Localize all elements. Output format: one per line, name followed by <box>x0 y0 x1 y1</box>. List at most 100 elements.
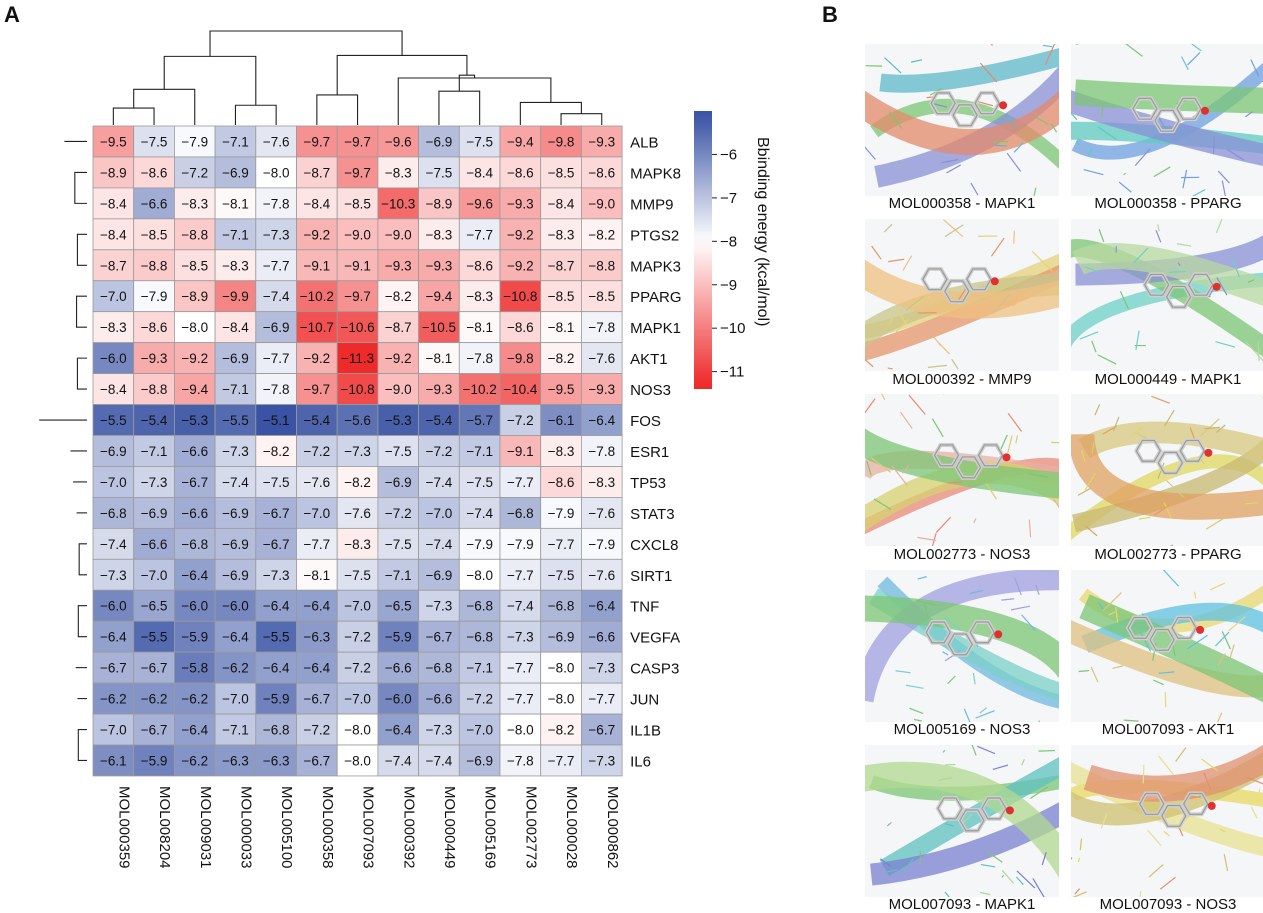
cell-value-label: −7.2 <box>385 506 412 521</box>
colorbar-tick-label: −10 <box>720 320 745 337</box>
cell-value-label: −7.4 <box>263 289 290 304</box>
cell-value-label: −9.2 <box>181 351 208 366</box>
cell-value-label: −8.0 <box>263 165 290 180</box>
cell-value-label: −6.7 <box>263 506 290 521</box>
cell-value-label: −7.9 <box>141 289 168 304</box>
cell-value-label: −6.1 <box>548 413 575 428</box>
dendrogram-branch <box>79 544 87 575</box>
colorbar-gradient <box>694 111 712 389</box>
cell-value-label: −8.3 <box>344 537 371 552</box>
cell-value-label: −9.7 <box>304 134 331 149</box>
cell-value-label: −8.1 <box>222 196 249 211</box>
cell-value-label: −8.5 <box>548 165 575 180</box>
cell-value-label: −6.3 <box>263 753 290 768</box>
cell-value-label: −7.0 <box>344 692 371 707</box>
dendrogram-branch <box>210 31 402 56</box>
cell-value-label: −10.7 <box>300 320 334 335</box>
cell-value-label: −7.7 <box>466 227 493 242</box>
cell-value-label: −8.4 <box>100 382 127 397</box>
cell-value-label: −10.6 <box>340 320 374 335</box>
cell-value-label: −7.5 <box>385 444 412 459</box>
cell-value-label: −7.6 <box>588 506 615 521</box>
cell-value-label: −6.9 <box>548 630 575 645</box>
cell-value-label: −8.8 <box>141 258 168 273</box>
docking-caption: MOL007093 - AKT1 <box>1068 721 1263 738</box>
cell-value-label: −5.5 <box>100 413 127 428</box>
row-label: JUN <box>630 692 659 709</box>
cell-value-label: −6.9 <box>222 568 249 583</box>
cell-value-label: −9.3 <box>385 258 412 273</box>
cell-value-label: −9.7 <box>304 382 331 397</box>
cell-value-label: −6.6 <box>588 630 615 645</box>
cell-value-label: −10.8 <box>340 382 374 397</box>
docking-caption: MOL005169 - NOS3 <box>862 721 1062 738</box>
cell-value-label: −9.5 <box>548 382 575 397</box>
row-labels: ALBMAPK8MMP9PTGS2MAPK3PPARGMAPK1AKT1NOS3… <box>630 134 681 770</box>
cell-value-label: −6.9 <box>222 506 249 521</box>
cell-value-label: −8.9 <box>426 196 453 211</box>
cell-value-label: −7.7 <box>507 568 534 583</box>
docking-image <box>865 570 1059 722</box>
cell-value-label: −7.0 <box>222 692 249 707</box>
cell-value-label: −7.9 <box>507 537 534 552</box>
docking-caption: MOL002773 - PPARG <box>1068 546 1263 563</box>
cell-value-label: −8.3 <box>466 289 493 304</box>
cell-value-label: −6.4 <box>385 723 412 738</box>
row-label: MAPK1 <box>630 320 681 337</box>
cell-value-label: −7.1 <box>222 227 249 242</box>
row-label: FOS <box>630 413 661 430</box>
row-label: IL6 <box>630 753 651 770</box>
cell-value-label: −8.2 <box>344 475 371 490</box>
cell-value-label: −6.8 <box>548 599 575 614</box>
cell-value-label: −9.3 <box>141 351 168 366</box>
docking-caption: MOL007093 - NOS3 <box>1068 896 1263 913</box>
docking-caption: MOL000358 - MAPK1 <box>862 195 1062 212</box>
cell-value-label: −6.9 <box>466 753 493 768</box>
cell-value-label: −9.1 <box>507 444 534 459</box>
docking-image <box>1071 570 1263 722</box>
cell-value-label: −7.2 <box>304 723 331 738</box>
cell-value-label: −9.9 <box>222 289 249 304</box>
dendrogram-branch <box>317 95 358 125</box>
cell-value-label: −8.1 <box>304 568 331 583</box>
cell-value-label: −5.9 <box>263 692 290 707</box>
cell-value-label: −8.3 <box>181 196 208 211</box>
cell-value-label: −7.9 <box>588 537 615 552</box>
column-label: MOL009031 <box>197 786 214 869</box>
cell-value-label: −7.5 <box>141 134 168 149</box>
cell-value-label: −7.1 <box>141 444 168 459</box>
cell-value-label: −8.3 <box>588 475 615 490</box>
cell-value-label: −6.6 <box>181 444 208 459</box>
cell-value-label: −6.6 <box>141 537 168 552</box>
cell-value-label: −8.7 <box>548 258 575 273</box>
cell-value-label: −8.6 <box>141 320 168 335</box>
cell-value-label: −8.0 <box>344 753 371 768</box>
cell-value-label: −7.8 <box>588 320 615 335</box>
cell-value-label: −6.6 <box>141 196 168 211</box>
cell-value-label: −5.5 <box>222 413 249 428</box>
cell-value-label: −8.5 <box>548 289 575 304</box>
column-label: MOL000028 <box>563 786 580 869</box>
cell-value-label: −10.4 <box>503 382 538 397</box>
row-label: NOS3 <box>630 382 671 399</box>
cell-value-label: −7.5 <box>548 568 575 583</box>
docking-caption: MOL007093 - MAPK1 <box>862 896 1062 913</box>
cell-value-label: −7.3 <box>141 475 168 490</box>
cell-value-label: −9.7 <box>344 289 371 304</box>
row-label: VEGFA <box>630 630 680 647</box>
cell-value-label: −8.6 <box>141 165 168 180</box>
dendrogram-branch <box>134 89 195 125</box>
cell-value-label: −7.0 <box>141 568 168 583</box>
cell-value-label: −6.5 <box>141 599 168 614</box>
cell-value-label: −8.6 <box>466 258 493 273</box>
cell-value-label: −7.0 <box>100 723 127 738</box>
cell-value-label: −5.9 <box>385 630 412 645</box>
cell-value-label: −5.4 <box>304 413 331 428</box>
cell-value-label: −5.3 <box>385 413 412 428</box>
cell-value-label: −6.4 <box>588 413 615 428</box>
cell-value-label: −7.7 <box>304 537 331 552</box>
cell-value-label: −9.3 <box>588 382 615 397</box>
cell-value-label: −7.5 <box>426 165 453 180</box>
cell-value-label: −7.9 <box>548 506 575 521</box>
cell-value-label: −6.4 <box>181 568 208 583</box>
